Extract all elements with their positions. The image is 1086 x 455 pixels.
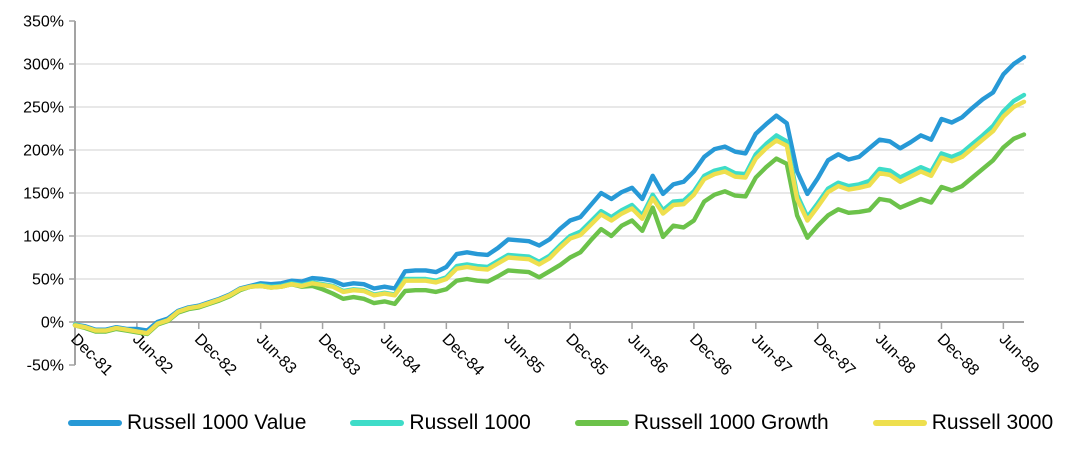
- legend-item-russell-1000: Russell 1000: [350, 411, 531, 435]
- legend-swatch-russell-1000-growth: [574, 420, 629, 426]
- series-line-russell-1000-value: [72, 54, 1027, 333]
- x-axis-label: Dec-88: [934, 331, 983, 380]
- legend-item-russell-1000-value: Russell 1000 Value: [68, 411, 306, 435]
- x-axis-label: Jun-87: [748, 331, 795, 378]
- y-axis-label: 50%: [32, 272, 64, 289]
- legend-swatch-russell-1000: [350, 420, 405, 426]
- y-axis-label: 250%: [23, 100, 64, 117]
- y-axis-label: 350%: [23, 14, 64, 31]
- data-series: [72, 54, 1027, 337]
- y-axis-labels: 350% 300% 250% 200% 150% 100% 50% 0% -50%: [23, 14, 64, 375]
- x-axis-labels: Dec-81 Jun-82 Dec-82 Jun-83 Dec-83 Jun-84 Dec-…: [67, 331, 1042, 380]
- legend-item-russell-1000-growth: Russell 1000 Growth: [574, 411, 829, 435]
- legend: Russell 1000 Value Russell 1000 Russell …: [0, 411, 1086, 435]
- y-axis-label: 300%: [23, 57, 64, 74]
- legend-label-russell-1000-growth: Russell 1000 Growth: [633, 411, 829, 434]
- axes: [69, 20, 1024, 366]
- legend-label-russell-1000: Russell 1000: [409, 411, 531, 434]
- x-axis-label: Jun-85: [500, 331, 547, 378]
- x-axis-label: Jun-86: [624, 331, 671, 378]
- legend-swatch-russell-3000: [872, 420, 927, 426]
- x-axis-label: Dec-87: [810, 331, 859, 380]
- x-axis-label: Jun-84: [377, 331, 424, 378]
- y-axis-label: -50%: [27, 358, 64, 375]
- legend-item-russell-3000: Russell 3000: [872, 411, 1054, 435]
- x-axis-label: Dec-83: [315, 331, 364, 380]
- x-axis-label: Dec-86: [686, 331, 735, 380]
- series-line-russell-3000: [72, 99, 1027, 336]
- y-axis-label: 100%: [23, 229, 64, 246]
- gridlines: [75, 63, 1024, 280]
- legend-swatch-russell-1000-value: [68, 420, 122, 426]
- line-chart: 350%300%250%200%150%100%50%0%-50% Dec-81…: [23, 14, 1042, 380]
- x-axis-label: Jun-82: [129, 331, 176, 378]
- y-axis-label: 200%: [23, 143, 64, 160]
- x-axis-label: Jun-88: [872, 331, 919, 378]
- x-axis-label: Jun-83: [253, 331, 300, 378]
- series-line-russell-1000-growth: [72, 132, 1027, 337]
- y-axis-label: 0%: [41, 315, 64, 332]
- x-axis-label: Dec-84: [439, 331, 488, 380]
- legend-label-russell-1000-value: Russell 1000 Value: [127, 411, 307, 434]
- x-axis-label: Dec-82: [191, 331, 240, 380]
- x-axis-label: Jun-89: [996, 331, 1043, 378]
- y-axis-label: 150%: [23, 186, 64, 203]
- legend-label-russell-3000: Russell 3000: [931, 411, 1054, 434]
- x-axis-label: Dec-85: [562, 331, 611, 380]
